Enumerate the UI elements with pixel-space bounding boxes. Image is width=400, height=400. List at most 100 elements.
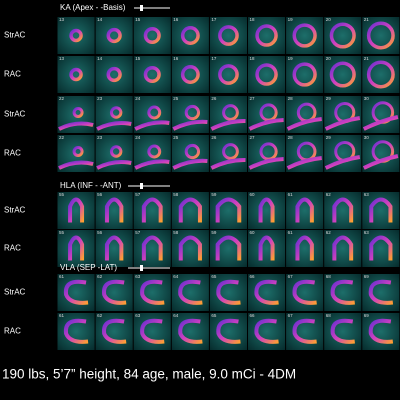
frame-number: 58 (173, 230, 179, 235)
frame-number: 63 (135, 313, 141, 318)
frame-number: 61 (59, 274, 65, 279)
frame-number: 65 (211, 313, 217, 318)
frame-number: 19 (288, 56, 294, 61)
frame-number: 14 (97, 17, 103, 22)
c-shape (140, 318, 165, 344)
frame-number: 56 (97, 192, 103, 197)
c-shape (63, 318, 89, 344)
valve-plane (248, 118, 284, 131)
ring (69, 28, 83, 43)
image-tile (133, 313, 171, 350)
image-tile (248, 17, 286, 54)
frame-number: 27 (250, 96, 256, 101)
ring (222, 104, 239, 121)
frame-number: 18 (250, 56, 256, 61)
image-tile (286, 274, 324, 311)
image-tile (57, 56, 95, 93)
image-tile (57, 274, 95, 311)
c-shape (216, 279, 241, 305)
c-shape (178, 318, 203, 344)
ring (106, 66, 122, 83)
frame-number: 25 (173, 135, 179, 140)
frame-number: 26 (211, 135, 217, 140)
valve-plane (96, 160, 132, 170)
row-label: RAC (4, 149, 21, 158)
image-tile (133, 274, 171, 311)
frame-number: 21 (364, 17, 370, 22)
c-shape (254, 318, 279, 344)
frame-number: 18 (250, 17, 256, 22)
row-label: RAC (4, 244, 21, 253)
row-label: StrAC (4, 288, 26, 297)
image-tile (362, 313, 400, 350)
valve-plane (210, 118, 246, 131)
image-tile (171, 56, 209, 93)
ring (180, 26, 200, 45)
frame-number: 30 (364, 96, 370, 101)
frame-number: 16 (173, 56, 179, 61)
ring (143, 65, 161, 84)
frame-number: 27 (250, 135, 256, 140)
valve-plane (248, 157, 284, 170)
horseshoe (258, 235, 275, 261)
c-shape (292, 318, 317, 344)
image-tile (95, 17, 133, 54)
c-shape (216, 318, 241, 344)
horseshoe (141, 197, 163, 223)
frame-number: 68 (326, 274, 332, 279)
image-tile (95, 274, 133, 311)
frame-number: 60 (250, 192, 256, 197)
frame-number: 63 (364, 230, 370, 235)
image-tile (248, 56, 286, 93)
frame-number: 25 (173, 96, 179, 101)
ring (292, 62, 317, 87)
frame-number: 60 (250, 230, 256, 235)
ring (147, 144, 162, 159)
frame-number: 63 (135, 274, 141, 279)
frame-number: 13 (59, 17, 65, 22)
section-title: VLA (SEP -LAT) (60, 263, 117, 272)
row-label: StrAC (4, 31, 26, 40)
image-tile (95, 313, 133, 350)
horseshoe (178, 235, 202, 261)
horseshoe (104, 197, 124, 223)
image-tile (133, 17, 171, 54)
frame-number: 64 (173, 313, 179, 318)
frame-number: 57 (135, 192, 141, 197)
frame-number: 62 (97, 313, 103, 318)
horseshoe (295, 197, 314, 223)
slider-thumb (140, 5, 143, 11)
horseshoe (104, 235, 124, 261)
image-tile (95, 56, 133, 93)
ring (366, 60, 395, 89)
horseshoe (141, 235, 163, 261)
frame-number: 16 (173, 17, 179, 22)
ring (329, 61, 356, 88)
frame-number: 57 (135, 230, 141, 235)
ring (72, 146, 84, 157)
frame-number: 28 (288, 96, 294, 101)
valve-plane (324, 155, 361, 170)
horseshoe (68, 197, 85, 223)
row-label: RAC (4, 327, 21, 336)
frame-number: 17 (211, 56, 217, 61)
frame-number: 68 (326, 313, 332, 318)
ring (222, 143, 239, 160)
valve-plane (134, 159, 170, 170)
c-shape (330, 279, 355, 305)
frame-number: 22 (59, 135, 65, 140)
image-tile (362, 274, 400, 311)
horseshoe (332, 235, 354, 261)
horseshoe (178, 197, 202, 223)
row-label: StrAC (4, 110, 26, 119)
frame-number: 24 (135, 96, 141, 101)
image-tile (324, 274, 362, 311)
frame-number: 58 (173, 192, 179, 197)
patient-info: 190 lbs, 5’7” height, 84 age, male, 9.0 … (2, 367, 296, 382)
image-tile (57, 17, 95, 54)
valve-plane (96, 121, 132, 131)
frame-number: 64 (173, 274, 179, 279)
valve-plane (362, 115, 399, 131)
valve-plane (58, 160, 94, 170)
c-shape (292, 279, 317, 305)
